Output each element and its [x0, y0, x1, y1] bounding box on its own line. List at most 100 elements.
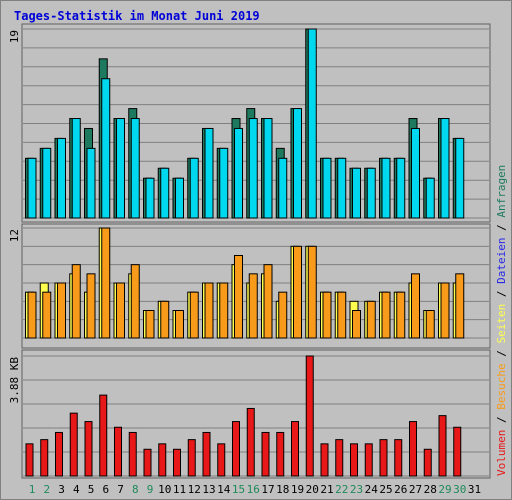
bar-besuche — [57, 282, 66, 339]
bar-volumen — [25, 443, 34, 477]
bar-volumen — [114, 426, 122, 477]
bar-dateien — [145, 177, 155, 219]
bar-besuche — [366, 300, 376, 339]
x-tick-label: 26 — [394, 483, 407, 496]
bar-dateien — [248, 118, 258, 219]
x-tick-label: 22 — [335, 483, 348, 496]
bar-volumen — [438, 415, 447, 477]
bar-volumen — [335, 439, 344, 477]
bar-besuche — [396, 291, 406, 339]
bar-dateien — [71, 118, 81, 219]
bar-dateien — [57, 137, 66, 219]
bar-volumen — [40, 439, 49, 477]
x-tick-label: 14 — [217, 483, 231, 496]
bar-volumen — [158, 443, 167, 477]
bar-dateien — [411, 127, 420, 219]
bar-besuche — [263, 264, 273, 339]
bar-dateien — [396, 157, 406, 219]
bar-besuche — [27, 291, 37, 339]
bar-besuche — [352, 310, 361, 339]
bar-dateien — [425, 177, 435, 219]
x-tick-label: 19 — [291, 483, 304, 496]
bar-besuche — [219, 282, 229, 339]
bar-besuche — [411, 273, 420, 339]
bar-volumen — [276, 431, 285, 477]
x-tick-label: 2 — [43, 483, 50, 496]
bar-besuche — [130, 264, 140, 339]
bar-besuche — [307, 245, 317, 339]
bar-volumen — [394, 439, 403, 477]
bar-besuche — [101, 227, 111, 339]
bar-volumen — [379, 439, 388, 477]
bar-besuche — [455, 273, 465, 339]
x-tick-label: 11 — [173, 483, 186, 496]
bar-dateien — [263, 118, 273, 219]
x-axis-labels: 1 2 3 4 5 6 7 8 9 10 11 12 13 14 15 16 17 18 19 20 21 22 23 24 2… — [29, 483, 481, 496]
x-tick-label: 8 — [132, 483, 139, 496]
bar-dateien — [352, 167, 361, 219]
legend-separator: / — [495, 410, 508, 430]
bar-dateien — [278, 157, 288, 219]
bar-besuche — [322, 291, 332, 339]
bar-besuche — [234, 255, 243, 339]
bar-dateien — [381, 157, 391, 219]
bar-besuche — [425, 310, 435, 339]
x-tick-label: 31 — [468, 483, 481, 496]
bar-dateien — [204, 127, 214, 219]
x-tick-label: 24 — [365, 483, 379, 496]
bar-besuche — [71, 264, 81, 339]
bar-dateien — [322, 157, 332, 219]
bar-volumen — [453, 426, 462, 477]
bar-besuche — [160, 300, 170, 339]
bar-volumen — [55, 431, 63, 477]
bar-volumen — [69, 412, 78, 477]
x-tick-label: 16 — [247, 483, 260, 496]
bar-besuche — [440, 282, 450, 339]
legend-entry: Anfragen — [495, 165, 508, 218]
bar-besuche — [278, 291, 288, 339]
legend-separator: / — [495, 284, 508, 304]
bar-besuche — [204, 282, 214, 339]
bar-volumen — [364, 443, 373, 477]
bar-volumen — [187, 439, 196, 477]
bar-dateien — [189, 157, 199, 219]
bar-dateien — [455, 137, 465, 219]
bar-dateien — [307, 28, 317, 219]
bar-dateien — [86, 147, 96, 219]
x-tick-label: 10 — [158, 483, 171, 496]
bar-dateien — [42, 147, 52, 219]
x-tick-label: 13 — [202, 483, 215, 496]
legend-entry: Besuche — [495, 363, 508, 409]
bar-dateien — [116, 118, 125, 219]
chart-panels — [21, 23, 491, 479]
y-tick-label: 19 — [8, 30, 21, 43]
x-tick-label: 20 — [306, 483, 319, 496]
bar-dateien — [101, 78, 111, 219]
legend-entry: Volumen — [495, 430, 508, 476]
bar-dateien — [175, 177, 184, 219]
legend-separator: / — [495, 218, 508, 238]
y-axis-labels: 19 12 3.88 KB — [8, 30, 21, 403]
bar-besuche — [42, 291, 52, 339]
x-tick-label: 15 — [232, 483, 245, 496]
bar-besuche — [248, 273, 258, 339]
bar-besuche — [381, 291, 391, 339]
x-tick-label: 5 — [88, 483, 95, 496]
bar-volumen — [202, 431, 211, 477]
x-tick-label: 28 — [424, 483, 437, 496]
bar-volumen — [305, 355, 314, 477]
x-tick-label: 7 — [117, 483, 124, 496]
x-tick-label: 12 — [188, 483, 201, 496]
legend: Volumen / Besuche / Seiten / Dateien / A… — [495, 165, 508, 476]
legend-separator: / — [495, 344, 508, 364]
chart-title: Tages-Statistik im Monat Juni 2019 — [14, 9, 260, 23]
bar-volumen — [423, 448, 432, 477]
bar-dateien — [337, 157, 347, 219]
x-tick-label: 17 — [261, 483, 274, 496]
bar-dateien — [234, 127, 243, 219]
bar-volumen — [143, 448, 152, 477]
bar-volumen — [409, 421, 417, 477]
bar-besuche — [175, 310, 184, 339]
bar-dateien — [130, 118, 140, 219]
bar-volumen — [173, 448, 181, 477]
